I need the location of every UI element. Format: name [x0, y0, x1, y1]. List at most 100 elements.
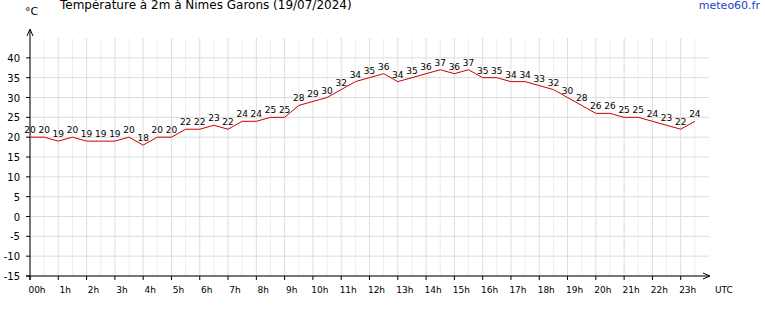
x-tick-label: 15h — [453, 285, 470, 295]
data-label: 34 — [505, 70, 517, 80]
data-label: 22 — [222, 117, 233, 127]
y-tick — [26, 236, 30, 237]
data-label: 22 — [180, 117, 191, 127]
y-tick-label: 35 — [7, 73, 20, 84]
y-tick — [26, 57, 30, 58]
data-label: 26 — [604, 101, 616, 111]
x-tick-label: 4h — [144, 285, 155, 295]
data-label: 37 — [435, 58, 446, 68]
y-tick — [26, 196, 30, 197]
data-label: 19 — [53, 129, 65, 139]
temperature-line — [30, 70, 695, 145]
data-label: 35 — [364, 66, 375, 76]
y-tick — [26, 176, 30, 177]
x-tick — [30, 276, 31, 280]
data-label: 35 — [477, 66, 488, 76]
x-tick-label: 18h — [538, 285, 555, 295]
x-tick-label: 1h — [60, 285, 71, 295]
x-tick — [58, 276, 59, 280]
data-label: 24 — [236, 109, 248, 119]
data-label: 25 — [279, 105, 290, 115]
y-tick-label: -10 — [4, 251, 20, 262]
data-label: 34 — [392, 70, 404, 80]
data-label: 28 — [576, 93, 588, 103]
grid — [30, 38, 709, 276]
data-label: 18 — [137, 133, 149, 143]
data-label: 35 — [491, 66, 502, 76]
x-tick — [171, 276, 172, 280]
x-tick — [256, 276, 257, 280]
data-label: 20 — [123, 125, 135, 135]
data-label: 20 — [166, 125, 178, 135]
data-label: 36 — [420, 62, 432, 72]
x-tick-label: 10h — [311, 285, 328, 295]
x-tick-label: 14h — [425, 285, 442, 295]
axes: -15-10-5051015202530354000h1h2h3h4h5h6h7… — [4, 29, 710, 295]
x-tick-label: 21h — [623, 285, 640, 295]
data-label: 20 — [24, 125, 36, 135]
data-label: 22 — [675, 117, 686, 127]
y-tick — [26, 157, 30, 158]
data-label: 23 — [661, 113, 672, 123]
x-axis — [26, 276, 709, 277]
data-label: 24 — [647, 109, 659, 119]
data-label: 23 — [208, 113, 219, 123]
x-arrow — [703, 273, 710, 279]
data-label: 34 — [350, 70, 362, 80]
x-tick-label: 8h — [258, 285, 269, 295]
y-tick — [26, 216, 30, 217]
x-tick — [595, 276, 596, 280]
data-label: 26 — [590, 101, 602, 111]
title: Température à 2m à Nimes Garons (19/07/2… — [59, 0, 352, 12]
data-label: 24 — [251, 109, 263, 119]
data-label: 35 — [406, 66, 417, 76]
chart: -15-10-5051015202530354000h1h2h3h4h5h6h7… — [0, 0, 765, 320]
data-label: 22 — [194, 117, 205, 127]
y-tick-label: 20 — [7, 132, 20, 143]
x-tick — [426, 276, 427, 280]
grid-line-y — [30, 117, 709, 118]
data-label: 28 — [293, 93, 305, 103]
y-tick-label: 10 — [7, 172, 20, 183]
data-label: 30 — [562, 86, 574, 96]
y-tick-label: 30 — [7, 93, 20, 104]
x-tick-label: 3h — [116, 285, 127, 295]
x-tick — [539, 276, 540, 280]
data-label: 20 — [152, 125, 164, 135]
grid-line-y — [30, 97, 709, 98]
x-tick — [86, 276, 87, 280]
x-tick-label: 00h — [28, 285, 45, 295]
y-tick — [26, 97, 30, 98]
x-tick — [482, 276, 483, 280]
x-tick-label: 9h — [286, 285, 297, 295]
x-tick-label: 23h — [679, 285, 696, 295]
data-label: 36 — [378, 62, 390, 72]
x-label: UTC — [715, 285, 733, 295]
x-tick — [567, 276, 568, 280]
x-tick-label: 2h — [88, 285, 99, 295]
x-tick — [652, 276, 653, 280]
data-label: 32 — [335, 78, 346, 88]
y-tick — [26, 256, 30, 257]
x-tick — [624, 276, 625, 280]
x-tick — [454, 276, 455, 280]
data-label: 24 — [689, 109, 701, 119]
x-tick-label: 22h — [651, 285, 668, 295]
grid-line-y — [30, 137, 709, 138]
grid-line-y — [30, 57, 709, 58]
grid-line-y — [30, 216, 709, 217]
data-label: 20 — [67, 125, 79, 135]
grid-line-y — [30, 157, 709, 158]
x-tick-label: 7h — [229, 285, 240, 295]
data-label: 25 — [265, 105, 276, 115]
x-tick-label: 16h — [481, 285, 498, 295]
y-tick — [26, 77, 30, 78]
data-label: 33 — [534, 74, 545, 84]
y-tick — [26, 137, 30, 138]
y-tick — [26, 276, 30, 277]
data-label: 30 — [321, 86, 333, 96]
x-tick — [341, 276, 342, 280]
data-labels: 2020192019191920182020222223222424252528… — [24, 58, 701, 143]
y-tick-label: -5 — [10, 231, 20, 242]
x-tick — [284, 276, 285, 280]
